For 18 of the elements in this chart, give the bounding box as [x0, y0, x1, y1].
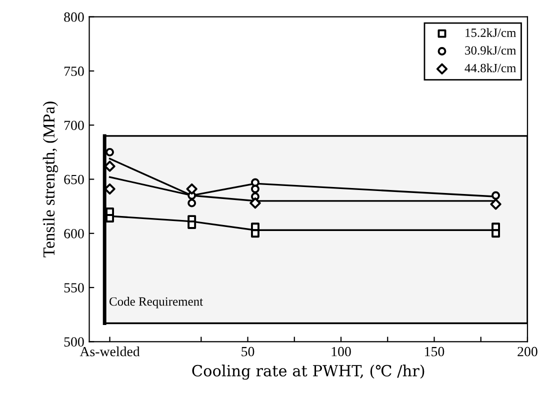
band-label: Code Requirement: [110, 296, 203, 308]
legend-label: 30.9kJ/cm: [465, 46, 516, 55]
y-tick-label: 500: [64, 337, 84, 347]
y-axis-title: Tensile strength, (MPa): [42, 102, 58, 258]
legend-label: 15.2kJ/cm: [466, 28, 516, 38]
y-tick-label: 750: [64, 66, 84, 76]
y-tick-label: 600: [64, 228, 84, 238]
y-tick-label: 550: [64, 283, 84, 292]
y-tick-label: 650: [64, 174, 84, 184]
y-tick-label: 700: [64, 120, 84, 130]
y-tick-label: 800: [64, 12, 84, 22]
x-tick-label: 100: [332, 346, 351, 356]
x-tick-label: As-welded: [80, 346, 140, 356]
x-axis-title: Cooling rate at PWHT, (℃ /hr): [192, 364, 424, 380]
x-tick-label: 50: [242, 346, 254, 356]
legend-label: 44.8kJ/cm: [464, 63, 516, 72]
x-tick-label: 150: [425, 346, 444, 356]
x-tick-label: 200: [518, 346, 538, 356]
